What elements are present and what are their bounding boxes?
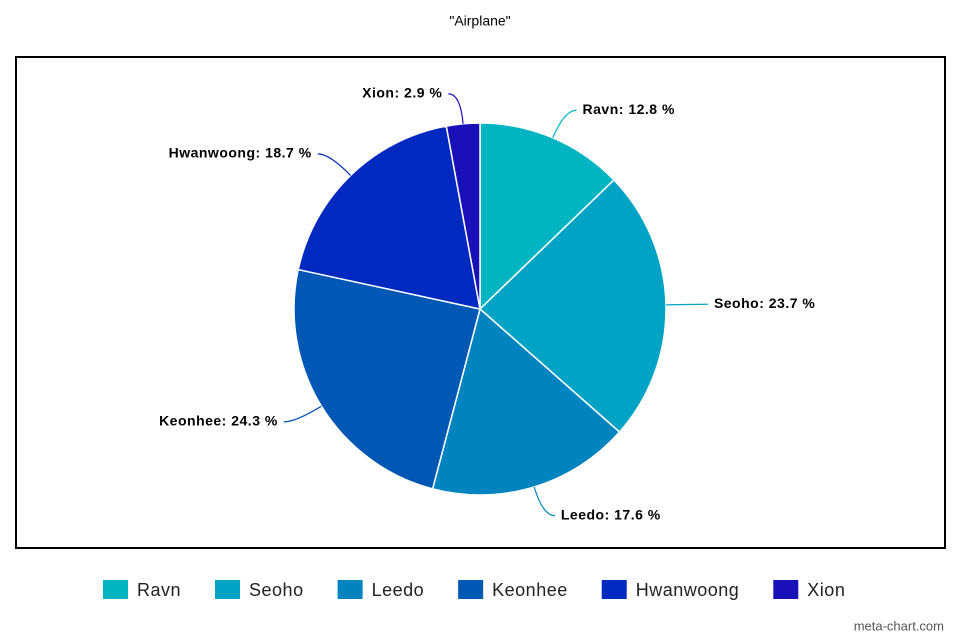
pie-slice <box>479 122 616 311</box>
legend-swatch <box>458 580 484 599</box>
legend-swatch <box>215 580 241 599</box>
data-label: Leedo: 17.6 % <box>561 506 661 522</box>
plot-border <box>15 56 946 549</box>
leader-line <box>317 153 351 176</box>
legend-swatch <box>103 580 128 599</box>
leader-line <box>533 486 555 517</box>
leader-line <box>448 93 464 124</box>
legend-swatch <box>773 580 799 599</box>
legend-label: Hwanwoong <box>636 580 740 600</box>
data-label: Hwanwoong: 18.7 % <box>169 145 312 161</box>
data-label: Xion: 2.9 % <box>362 85 442 101</box>
legend-label: Ravn <box>137 580 181 600</box>
legend-swatch <box>337 580 363 599</box>
pie-slice <box>431 307 621 496</box>
chart-title: "Airplane" <box>449 13 510 29</box>
leader-line <box>283 405 322 423</box>
legend-label: Leedo <box>372 580 425 600</box>
data-label: Seoho: 23.7 % <box>714 295 815 311</box>
legend-label: Seoho <box>249 580 304 600</box>
legend-label: Xion <box>807 580 845 600</box>
pie-slice <box>478 178 667 434</box>
pie-slice <box>293 268 481 490</box>
data-label: Ravn: 12.8 % <box>583 101 675 117</box>
data-label: Keonhee: 24.3 % <box>159 413 278 429</box>
watermark: meta-chart.com <box>854 618 944 633</box>
legend-swatch <box>601 580 627 599</box>
legend-label: Keonhee <box>492 580 568 600</box>
leader-line <box>665 303 708 306</box>
leader-line <box>552 109 577 139</box>
